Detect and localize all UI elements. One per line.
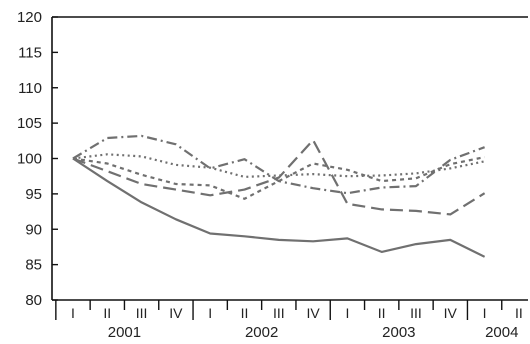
series-line-3: [72, 153, 485, 178]
y-tick-label: 80: [25, 292, 42, 309]
series-lines: [72, 134, 486, 258]
year-tick-label: 2003: [382, 324, 415, 341]
y-tick-label: 105: [17, 115, 42, 132]
series-line-1: [72, 157, 486, 258]
quarter-tick-label: III: [273, 305, 285, 321]
x-axis: [52, 299, 528, 320]
quarter-tick-label: III: [136, 305, 148, 321]
quarter-tick-label: III: [410, 305, 422, 321]
quarter-tick-label: I: [71, 305, 75, 321]
y-tick-label: 100: [17, 151, 42, 168]
y-tick-label: 110: [18, 80, 42, 97]
quarter-tick-label: II: [241, 305, 249, 321]
quarter-tick-labels: I II III IV I II III IV I II III IV I II: [71, 305, 523, 321]
y-tick-label: 90: [25, 221, 42, 238]
y-tick-label: 95: [25, 186, 42, 203]
quarter-tick-label: IV: [444, 305, 458, 321]
series-line-4: [72, 134, 485, 195]
y-tick-labels: 80 85 90 95 100 105 110 115 120: [17, 9, 42, 309]
quarter-tick-label: I: [208, 305, 212, 321]
year-tick-label: 2004: [485, 324, 518, 341]
quarter-tick-label: IV: [169, 305, 183, 321]
quarter-tick-label: I: [345, 305, 349, 321]
year-tick-labels: 2001 2002 2003 2004: [108, 324, 519, 341]
quarter-tick-label: II: [103, 305, 111, 321]
y-tick-label: 120: [17, 9, 42, 26]
year-tick-label: 2002: [245, 324, 278, 341]
series-line-2: [72, 139, 486, 216]
quarter-tick-label: IV: [306, 305, 320, 321]
y-tick-label: 85: [25, 257, 42, 274]
year-tick-label: 2001: [108, 324, 141, 341]
series-line-5: [72, 156, 485, 200]
y-axis: [51, 16, 528, 301]
quarter-tick-label: I: [483, 305, 487, 321]
quarter-tick-label: II: [378, 305, 386, 321]
quarter-tick-label: II: [515, 305, 523, 321]
y-tick-label: 115: [18, 44, 42, 61]
